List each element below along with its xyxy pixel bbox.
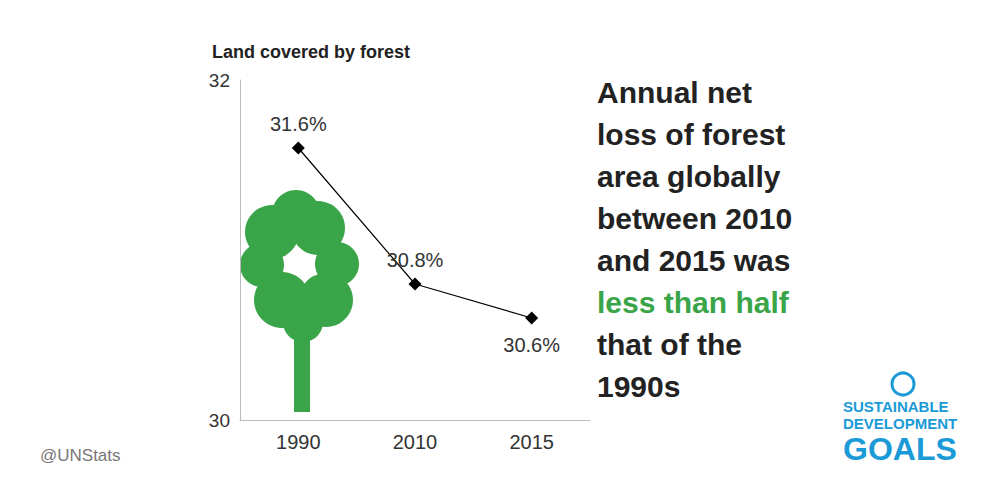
svg-text:area globally: area globally: [597, 160, 781, 193]
svg-text:less than half: less than half: [597, 286, 790, 319]
svg-text:Annual net: Annual net: [597, 76, 752, 109]
svg-text:1990s: 1990s: [597, 370, 680, 403]
svg-text:and 2015 was: and 2015 was: [597, 244, 790, 277]
svg-text:2010: 2010: [393, 431, 438, 453]
svg-text:DEVELOPMENT: DEVELOPMENT: [843, 415, 957, 432]
svg-text:@UNStats: @UNStats: [40, 446, 121, 465]
svg-text:2015: 2015: [509, 431, 554, 453]
svg-text:Land covered by forest: Land covered by forest: [212, 42, 410, 62]
svg-text:30.8%: 30.8%: [387, 249, 444, 271]
svg-text:32: 32: [209, 70, 230, 91]
svg-text:30: 30: [209, 410, 230, 431]
svg-text:that of the: that of the: [597, 328, 742, 361]
svg-text:loss of forest: loss of forest: [597, 118, 785, 151]
svg-text:31.6%: 31.6%: [270, 113, 327, 135]
svg-text:between 2010: between 2010: [597, 202, 792, 235]
svg-text:GOALS: GOALS: [843, 431, 957, 467]
svg-text:SUSTAINABLE: SUSTAINABLE: [843, 398, 949, 415]
svg-text:1990: 1990: [276, 431, 321, 453]
svg-text:30.6%: 30.6%: [503, 334, 560, 356]
